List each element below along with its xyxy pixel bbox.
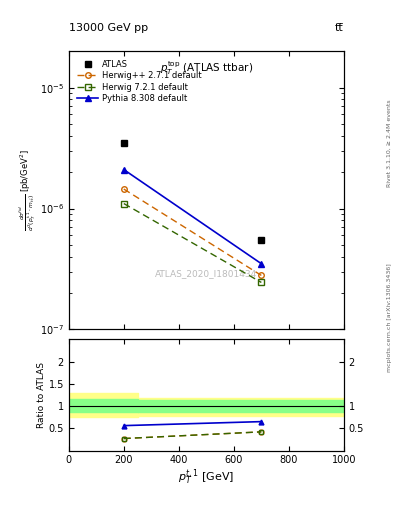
Herwig++ 2.7.1 default — [121, 186, 126, 192]
Text: mcplots.cern.ch [arXiv:1306.3436]: mcplots.cern.ch [arXiv:1306.3436] — [387, 263, 391, 372]
Line: Herwig++ 2.7.1 default: Herwig++ 2.7.1 default — [121, 186, 264, 278]
Pythia 8.308 default — [259, 261, 264, 267]
Text: 13000 GeV pp: 13000 GeV pp — [69, 23, 148, 33]
Y-axis label: $\frac{d\sigma^{fid}}{d^2(p_T^{t,1}\cdot m_{t\bar{t}})}$ [pb/GeV$^2$]: $\frac{d\sigma^{fid}}{d^2(p_T^{t,1}\cdot… — [18, 150, 39, 231]
Text: ATLAS_2020_I1801434: ATLAS_2020_I1801434 — [155, 269, 257, 279]
ATLAS — [259, 237, 264, 243]
ATLAS — [121, 140, 126, 146]
Pythia 8.308 default — [121, 166, 126, 173]
Y-axis label: Ratio to ATLAS: Ratio to ATLAS — [37, 362, 46, 428]
Text: Rivet 3.1.10, ≥ 2.4M events: Rivet 3.1.10, ≥ 2.4M events — [387, 99, 391, 187]
Herwig 7.2.1 default — [259, 280, 264, 286]
Text: tt̅: tt̅ — [335, 23, 344, 33]
Line: Herwig 7.2.1 default: Herwig 7.2.1 default — [121, 201, 264, 285]
Text: $p_T^{\mathrm{top}}$ (ATLAS ttbar): $p_T^{\mathrm{top}}$ (ATLAS ttbar) — [160, 59, 253, 77]
Line: Pythia 8.308 default: Pythia 8.308 default — [121, 167, 264, 266]
Line: ATLAS: ATLAS — [120, 139, 265, 243]
Herwig 7.2.1 default — [121, 201, 126, 207]
Herwig++ 2.7.1 default — [259, 272, 264, 279]
Legend: ATLAS, Herwig++ 2.7.1 default, Herwig 7.2.1 default, Pythia 8.308 default: ATLAS, Herwig++ 2.7.1 default, Herwig 7.… — [76, 58, 203, 105]
X-axis label: $p_T^{t,1}$ [GeV]: $p_T^{t,1}$ [GeV] — [178, 468, 235, 488]
